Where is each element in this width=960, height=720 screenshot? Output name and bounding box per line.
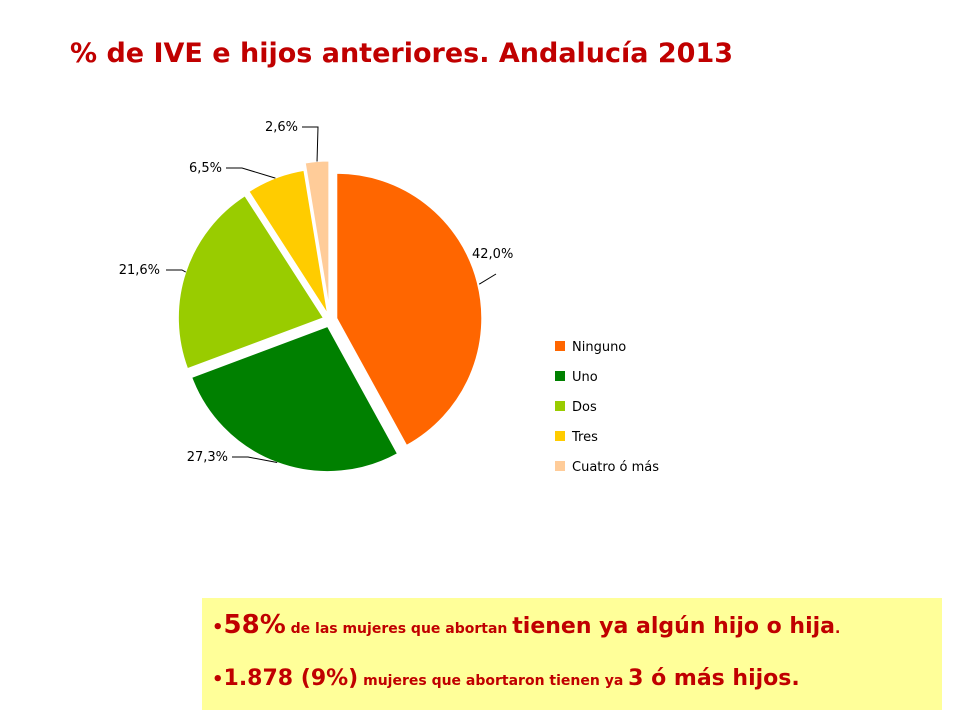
pie-chart: 42,0% 27,3% 21,6% 6,5% 2,6% Ninguno Uno Dos Tre… xyxy=(119,120,660,475)
legend-label: Cuatro ó más xyxy=(572,460,659,475)
leader-line xyxy=(302,126,319,162)
data-label: 6,5% xyxy=(189,161,222,176)
callout-period: . xyxy=(835,621,841,637)
legend-label: Uno xyxy=(572,370,598,385)
data-label: 27,3% xyxy=(187,450,228,465)
chart-title: % de IVE e hijos anteriores. Andalucía 2… xyxy=(70,38,734,69)
pie-slice-cuatro-m-s xyxy=(304,160,330,307)
pie-slices xyxy=(177,160,483,473)
bullet-icon: • xyxy=(212,617,224,638)
summary-callout: •58% de las mujeres que abortan tienen y… xyxy=(202,598,942,710)
callout-line-1: •58% de las mujeres que abortan tienen y… xyxy=(212,610,840,640)
data-label: 21,6% xyxy=(119,263,160,278)
leader-line xyxy=(478,273,497,285)
callout-line-2: •1.878 (9%) mujeres que abortaron tienen… xyxy=(212,666,800,691)
legend-label: Dos xyxy=(572,400,597,415)
callout-count: 1.878 (9%) xyxy=(223,666,359,691)
data-label: 42,0% xyxy=(472,247,513,262)
pie-slice-uno xyxy=(191,325,399,473)
data-label: 2,6% xyxy=(265,120,298,135)
leader-line xyxy=(226,167,276,179)
callout-highlight: tienen ya algún hijo o hija xyxy=(512,614,835,639)
legend-label: Ninguno xyxy=(572,340,626,355)
legend-swatch xyxy=(555,431,565,441)
callout-highlight: 3 ó más hijos. xyxy=(628,666,800,691)
leader-lines xyxy=(166,126,497,464)
pie-slice-dos xyxy=(177,195,325,370)
data-labels: 42,0% 27,3% 21,6% 6,5% 2,6% xyxy=(119,120,514,465)
legend-swatch xyxy=(555,401,565,411)
legend-swatch xyxy=(555,461,565,471)
bullet-icon: • xyxy=(212,669,224,690)
callout-percent: 58% xyxy=(223,610,286,640)
leader-line xyxy=(166,269,186,273)
pie-slice-ninguno xyxy=(336,172,483,447)
legend-swatch xyxy=(555,371,565,381)
leader-line xyxy=(232,456,278,464)
legend-swatch xyxy=(555,341,565,351)
callout-text: mujeres que abortaron tienen ya xyxy=(358,673,629,689)
legend: Ninguno Uno Dos Tres Cuatro ó más xyxy=(555,340,659,475)
legend-label: Tres xyxy=(571,430,598,445)
callout-text: de las mujeres que abortan xyxy=(285,621,513,637)
